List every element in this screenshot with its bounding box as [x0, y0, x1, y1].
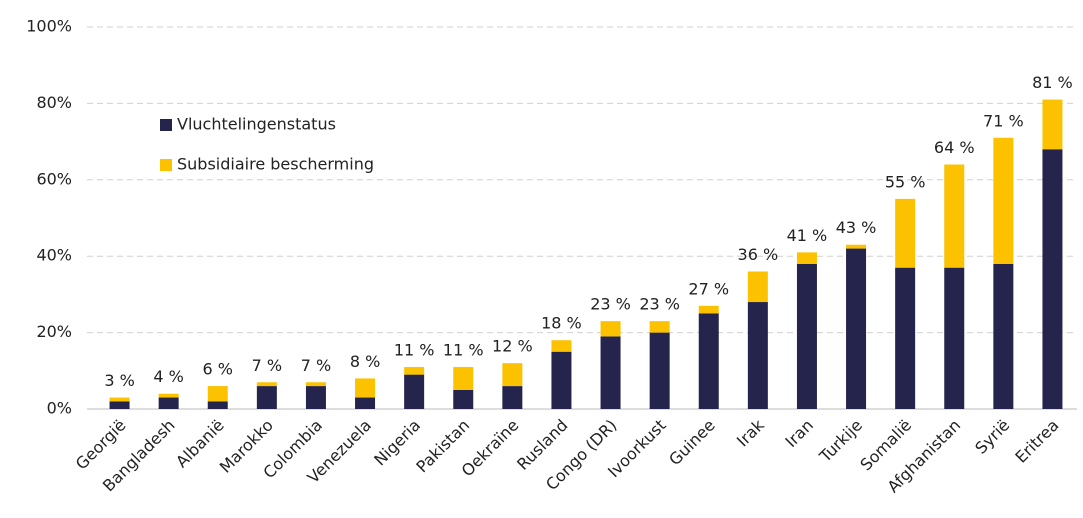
bar-segment: [158, 393, 179, 398]
bar-segment: [698, 313, 719, 409]
total-label: 11 %: [443, 340, 484, 359]
bar-segment: [256, 382, 277, 387]
total-label: 36 %: [738, 245, 779, 264]
total-label: 7 %: [252, 356, 282, 375]
bar-segment: [698, 305, 719, 314]
bar-segment: [404, 366, 425, 375]
total-label: 11 %: [394, 340, 435, 359]
bar-segment: [551, 340, 572, 352]
bar-segment: [796, 252, 817, 264]
bar-segment: [453, 389, 474, 409]
bar-segment: [944, 164, 965, 268]
bar-segment: [747, 271, 768, 303]
bar-segment: [109, 397, 130, 402]
total-label: 81 %: [1032, 73, 1073, 92]
bar-segment: [649, 332, 670, 409]
x-tick-label: Eritrea: [1011, 416, 1062, 467]
bar-segment: [256, 386, 277, 409]
x-tick-label: Guinee: [665, 416, 719, 470]
bar-segment: [1042, 99, 1063, 150]
total-label: 41 %: [787, 226, 828, 245]
bar-segment: [796, 263, 817, 409]
bar-segment: [846, 244, 867, 249]
total-label: 71 %: [983, 111, 1024, 130]
total-label: 27 %: [688, 279, 729, 298]
bar-segment: [846, 248, 867, 409]
total-label: 3 %: [104, 371, 134, 390]
bar-segment: [355, 378, 376, 398]
y-tick-label: 100%: [26, 17, 72, 36]
y-tick-label: 0%: [47, 399, 72, 418]
total-label: 7 %: [301, 356, 331, 375]
total-label: 23 %: [639, 295, 680, 314]
bar-segment: [600, 336, 621, 409]
bar-segment: [600, 321, 621, 337]
bar-segment: [895, 198, 916, 268]
x-tick-label: Iran: [781, 416, 817, 452]
bar-segment: [207, 386, 228, 402]
total-label: 6 %: [203, 360, 233, 379]
bar-segment: [993, 263, 1014, 409]
x-tick-label: Syrië: [971, 416, 1013, 458]
bar-segment: [207, 401, 228, 409]
bar-segment: [993, 137, 1014, 264]
bar-segment: [355, 397, 376, 409]
total-label: 4 %: [153, 367, 183, 386]
total-label: 55 %: [885, 172, 926, 191]
total-label: 64 %: [934, 138, 975, 157]
legend-swatch: [160, 159, 172, 171]
y-tick-label: 20%: [36, 322, 72, 341]
y-tick-label: 60%: [36, 169, 72, 188]
bar-segment: [895, 267, 916, 409]
total-label: 12 %: [492, 337, 533, 356]
bar-segment: [305, 382, 326, 387]
bar-segment: [747, 302, 768, 409]
bar-segment: [404, 374, 425, 409]
legend-swatch: [160, 119, 172, 131]
x-tick-label: Irak: [733, 415, 768, 450]
total-label: 23 %: [590, 295, 631, 314]
legend-label: Vluchtelingenstatus: [177, 115, 336, 134]
bar-segment: [502, 363, 523, 387]
bar-segment: [158, 397, 179, 409]
bar-segment: [1042, 149, 1063, 410]
bar-segment: [551, 351, 572, 409]
total-label: 8 %: [350, 352, 380, 371]
bar-segment: [453, 366, 474, 390]
total-label: 18 %: [541, 314, 582, 333]
bar-segment: [109, 401, 130, 409]
y-tick-label: 80%: [36, 93, 72, 112]
bar-segment: [649, 321, 670, 333]
legend-label: Subsidiaire bescherming: [177, 155, 374, 174]
bar-segment: [305, 386, 326, 409]
bar-segment: [944, 267, 965, 409]
total-label: 43 %: [836, 218, 877, 237]
bar-segment: [502, 386, 523, 409]
y-tick-label: 40%: [36, 246, 72, 265]
